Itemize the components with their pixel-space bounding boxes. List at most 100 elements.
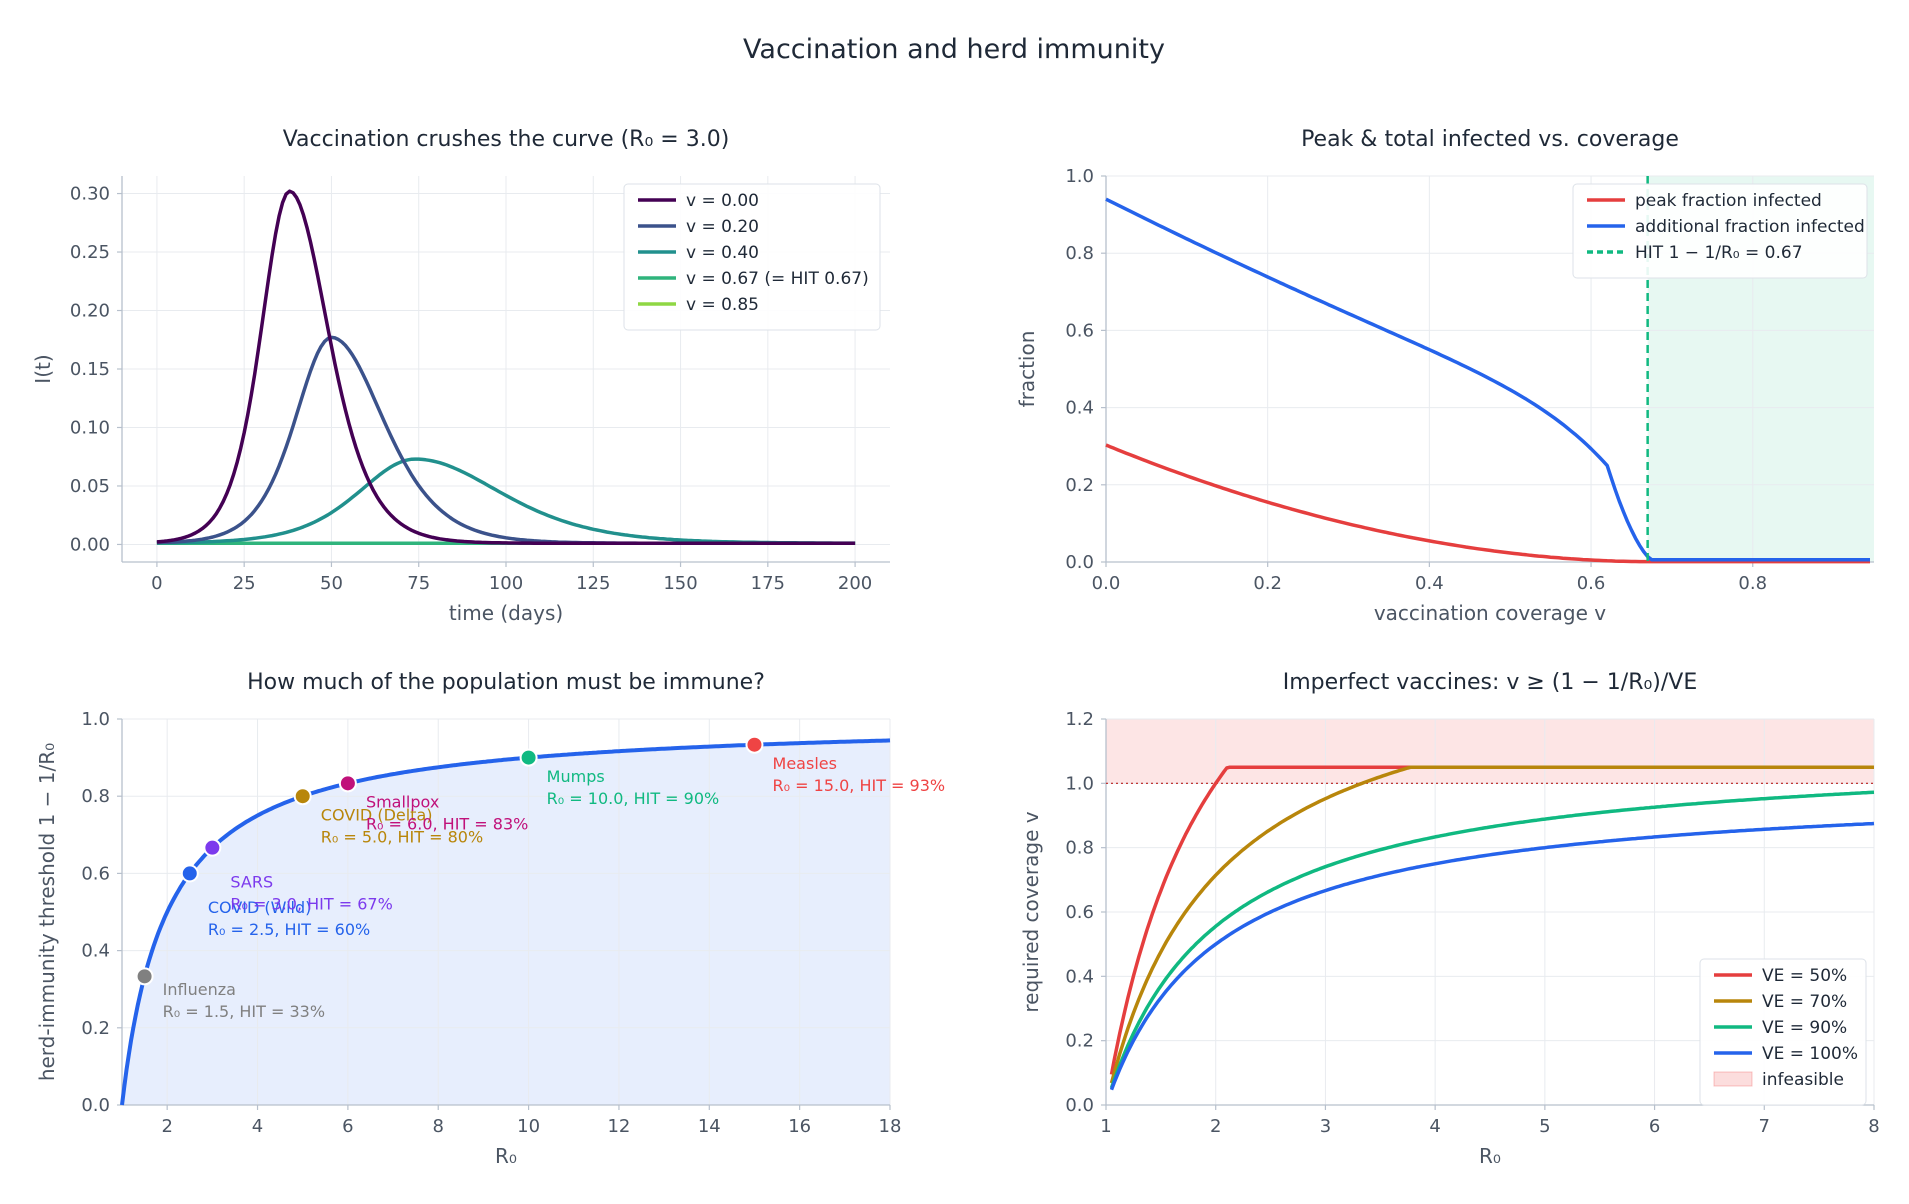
- series-line-peak: [1105, 443, 1870, 564]
- y-tick-label: 0.2: [81, 1018, 110, 1039]
- figure-title: Vaccination and herd immunity: [743, 34, 1165, 65]
- disease-name-label: SARS: [230, 872, 273, 891]
- legend-label: additional fraction infected: [1635, 217, 1865, 237]
- y-tick-label: 0.05: [70, 476, 110, 497]
- x-tick-label: 8: [1868, 1116, 1879, 1137]
- x-tick-label: 150: [663, 573, 697, 594]
- y-tick-label: 0.0: [81, 1095, 110, 1116]
- legend-label: infeasible: [1762, 1070, 1844, 1090]
- legend-label: VE = 70%: [1762, 992, 1847, 1012]
- legend-label: v = 0.00: [686, 191, 759, 211]
- y-tick-label: 0.4: [81, 941, 110, 962]
- y-tick-label: 1.0: [1065, 773, 1094, 794]
- x-tick-label: 16: [788, 1116, 811, 1137]
- y-tick-label: 0.00: [70, 534, 110, 555]
- x-tick-label: 10: [517, 1116, 540, 1137]
- disease-name-label: Smallpox: [366, 793, 439, 812]
- infeasible-region: [1106, 719, 1874, 784]
- disease-stats-label: R₀ = 6.0, HIT = 83%: [366, 815, 528, 834]
- panel-epidemic-curve: 0 25 50 75 100 125 150 175 200 0.00 0.05 0.10 0.15 0.…: [31, 127, 890, 625]
- y-tick-label: 0.15: [70, 359, 110, 380]
- y-tick-label: 0.2: [1065, 475, 1094, 496]
- legend-label: v = 0.40: [686, 243, 759, 263]
- chart-title: Imperfect vaccines: v ≥ (1 − 1/R₀)/VE: [1283, 670, 1698, 695]
- x-tick-label: 18: [879, 1116, 902, 1137]
- y-tick-label: 0.8: [1065, 243, 1094, 264]
- x-tick-label: 6: [1649, 1116, 1660, 1137]
- x-tick-label: 75: [407, 573, 430, 594]
- disease-point-covid-delta-: [293, 787, 312, 806]
- y-tick-label: 0.8: [81, 786, 110, 807]
- x-tick-label: 7: [1759, 1116, 1770, 1137]
- legend-label: v = 0.20: [686, 217, 759, 237]
- x-tick-label: 0.8: [1738, 573, 1767, 594]
- x-tick-label: 2: [161, 1116, 172, 1137]
- x-tick-label: 100: [489, 573, 523, 594]
- y-tick-label: 0.0: [1065, 552, 1094, 573]
- x-tick-label: 12: [607, 1116, 630, 1137]
- x-tick-label: 8: [433, 1116, 444, 1137]
- legend-label: VE = 100%: [1762, 1044, 1858, 1064]
- chart-title: Peak & total infected vs. coverage: [1301, 127, 1679, 152]
- x-tick-label: 1: [1100, 1116, 1111, 1137]
- chart-title: How much of the population must be immun…: [247, 670, 765, 695]
- y-tick-label: 0.4: [1065, 398, 1094, 419]
- disease-point-sars: [203, 838, 222, 857]
- legend-box: [623, 183, 881, 331]
- x-tick-label: 200: [838, 573, 872, 594]
- legend-label: peak fraction infected: [1635, 191, 1822, 211]
- x-tick-label: 0.4: [1415, 573, 1444, 594]
- disease-point-measles: [745, 735, 764, 754]
- x-tick-label: 6: [342, 1116, 353, 1137]
- legend-label: VE = 90%: [1762, 1018, 1847, 1038]
- disease-name-label: Mumps: [547, 767, 605, 786]
- x-tick-label: 5: [1539, 1116, 1550, 1137]
- disease-stats-label: R₀ = 10.0, HIT = 90%: [547, 789, 720, 808]
- y-axis-label: I(t): [31, 354, 55, 383]
- y-axis-label: required coverage v: [1019, 811, 1043, 1012]
- disease-point-mumps: [519, 748, 538, 767]
- y-tick-label: 0.6: [1065, 902, 1094, 923]
- y-tick-label: 0.6: [1065, 320, 1094, 341]
- x-axis-label: time (days): [449, 601, 563, 625]
- series-line-ve-90: [1109, 790, 1875, 1089]
- x-axis-label: R₀: [1479, 1144, 1501, 1168]
- disease-stats-label: R₀ = 15.0, HIT = 93%: [773, 776, 946, 795]
- y-tick-label: 0.2: [1065, 1031, 1094, 1052]
- legend-label: HIT 1 − 1/R₀ = 0.67: [1635, 243, 1803, 263]
- panel-herd-immunity-threshold: 2 4 6 8 10 12 14 16 18 0.0 0.2 0.4 0.6 0.8 1.0 How much…: [35, 670, 945, 1168]
- y-tick-label: 0.0: [1065, 1095, 1094, 1116]
- y-tick-label: 0.25: [70, 242, 110, 263]
- y-axis-label: fraction: [1015, 331, 1039, 408]
- panel-imperfect-vaccines: 1 2 3 4 5 6 7 8 0.0 0.2 0.4 0.6 0.8 1.0 1.2 Imperfect v…: [1019, 670, 1880, 1168]
- y-tick-label: 0.6: [81, 863, 110, 884]
- legend-label: v = 0.67 (= HIT 0.67): [686, 269, 869, 289]
- x-tick-label: 2: [1210, 1116, 1221, 1137]
- chart-title: Vaccination crushes the curve (R₀ = 3.0): [283, 127, 730, 152]
- x-tick-label: 125: [576, 573, 610, 594]
- x-axis-label: R₀: [495, 1144, 517, 1168]
- disease-stats-label: R₀ = 3.0, HIT = 67%: [230, 894, 392, 913]
- threshold-area: [122, 740, 890, 1105]
- disease-stats-label: R₀ = 5.0, HIT = 80%: [321, 828, 483, 847]
- disease-name-label: Influenza: [163, 980, 236, 999]
- x-tick-label: 4: [1429, 1116, 1440, 1137]
- y-axis-label: herd-immunity threshold 1 − 1/R₀: [35, 743, 59, 1081]
- y-tick-label: 0.10: [70, 417, 110, 438]
- y-tick-label: 0.30: [70, 184, 110, 205]
- disease-stats-label: R₀ = 2.5, HIT = 60%: [208, 920, 370, 939]
- legend-swatch: [1713, 1071, 1753, 1087]
- x-tick-label: 175: [751, 573, 785, 594]
- series-line-total: [1105, 197, 1870, 562]
- disease-name-label: COVID (Wild): [208, 898, 312, 917]
- y-tick-label: 1.0: [81, 709, 110, 730]
- disease-point-smallpox: [338, 774, 357, 793]
- x-tick-label: 0.2: [1253, 573, 1282, 594]
- legend-label: v = 0.85: [686, 295, 759, 315]
- x-tick-label: 4: [252, 1116, 263, 1137]
- legend-box: [1699, 958, 1867, 1106]
- disease-name-label: Measles: [773, 754, 837, 773]
- legend-label: VE = 50%: [1762, 966, 1847, 986]
- panel-coverage: 0.0 0.2 0.4 0.6 0.8 0.0 0.2 0.4 0.6 0.8 1.0 Peak & …: [1015, 127, 1874, 625]
- disease-stats-label: R₀ = 1.5, HIT = 33%: [163, 1002, 325, 1021]
